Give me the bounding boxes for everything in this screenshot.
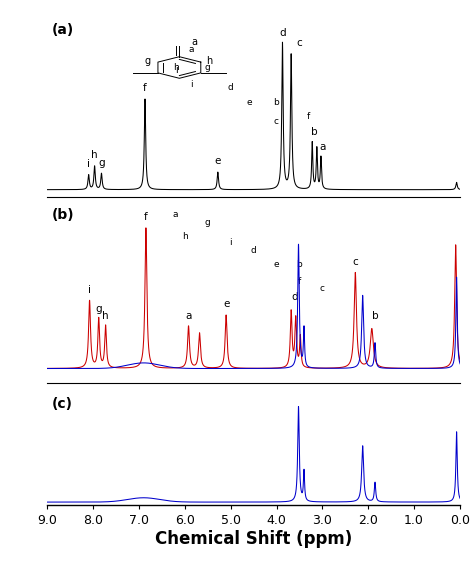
Text: h: h — [91, 150, 98, 160]
Text: c: c — [353, 258, 358, 267]
Text: i: i — [175, 65, 178, 75]
Text: b: b — [372, 311, 378, 321]
Text: a: a — [319, 142, 326, 152]
Text: f: f — [307, 112, 310, 122]
Text: b: b — [297, 260, 302, 270]
Text: a: a — [185, 311, 191, 321]
Text: a: a — [191, 37, 198, 47]
Text: e: e — [273, 260, 279, 270]
Text: b: b — [273, 98, 279, 107]
Text: g: g — [205, 218, 210, 227]
Text: c: c — [297, 38, 302, 48]
Text: Chemical Shift (ppm): Chemical Shift (ppm) — [155, 530, 352, 548]
Text: e: e — [246, 98, 252, 107]
Text: e: e — [223, 300, 229, 309]
Text: b: b — [311, 127, 318, 137]
Text: g: g — [95, 304, 102, 313]
Text: f: f — [143, 83, 147, 93]
Text: e: e — [215, 156, 221, 166]
Text: f: f — [298, 277, 301, 286]
Text: (a): (a) — [52, 22, 74, 37]
Text: d: d — [251, 246, 256, 255]
Text: i: i — [87, 159, 90, 169]
Text: h: h — [206, 56, 212, 66]
Text: i: i — [229, 238, 232, 247]
Text: a: a — [189, 45, 194, 54]
Text: (c): (c) — [52, 397, 73, 411]
Text: h: h — [182, 232, 188, 241]
Text: c: c — [320, 284, 325, 293]
Text: g: g — [144, 56, 150, 66]
Text: h: h — [102, 311, 109, 321]
Text: c: c — [274, 117, 279, 126]
Text: g: g — [98, 158, 105, 168]
Text: d: d — [279, 27, 286, 38]
Text: h: h — [173, 63, 179, 72]
Text: f: f — [144, 212, 148, 222]
Text: d: d — [228, 83, 234, 93]
Text: g: g — [205, 63, 210, 72]
Text: (b): (b) — [52, 208, 74, 222]
Text: a: a — [173, 210, 178, 219]
Text: i: i — [88, 286, 91, 295]
Text: i: i — [191, 81, 193, 89]
Text: d: d — [292, 292, 298, 303]
